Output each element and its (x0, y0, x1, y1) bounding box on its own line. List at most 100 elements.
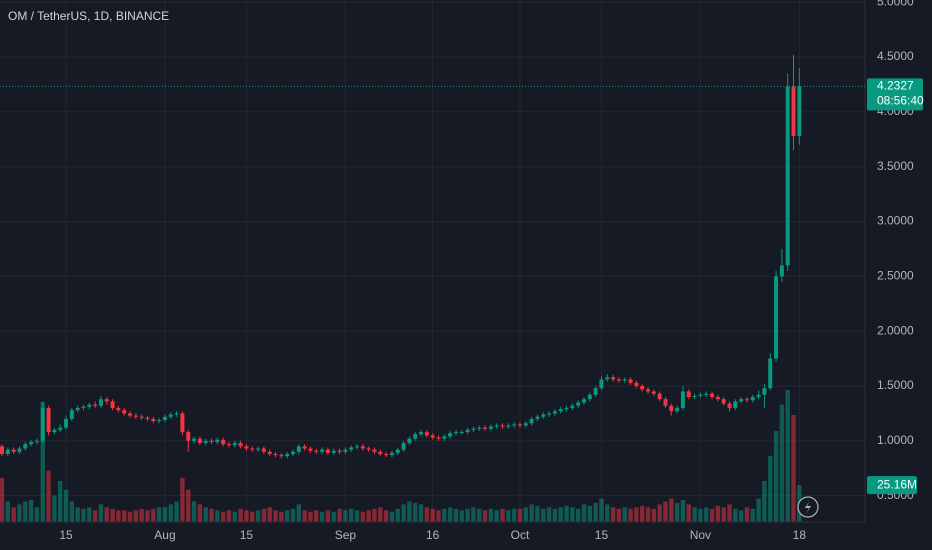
candle-body (727, 403, 732, 408)
candle-body (430, 435, 435, 438)
candle-body (663, 399, 668, 406)
candle-body (355, 446, 360, 448)
candle-body (599, 379, 604, 389)
volume-bar (302, 510, 307, 522)
volume-bar (418, 504, 424, 522)
x-tick-label: 15 (59, 528, 73, 542)
volume-bar (488, 508, 494, 522)
volume-bar (698, 508, 703, 522)
candle-body (512, 424, 517, 426)
volume-bar (704, 507, 709, 522)
candle-body (232, 443, 237, 446)
volume-bar (319, 511, 325, 522)
volume-bar (139, 508, 144, 522)
candle-body (558, 409, 563, 412)
candle-body (715, 396, 720, 400)
x-tick-label: Sep (335, 528, 357, 542)
volume-bar (628, 508, 633, 522)
candle-body (686, 391, 691, 397)
volume-bar (34, 507, 40, 522)
candle-body (646, 389, 651, 392)
volume-bar (506, 510, 511, 522)
volume-bar (680, 500, 686, 522)
candle-body (611, 377, 616, 380)
candle-body (785, 86, 790, 266)
candle-body (226, 444, 231, 446)
candle-body (337, 450, 342, 452)
volume-bar (593, 502, 598, 522)
volume-bar (401, 504, 406, 522)
candle-body (768, 358, 773, 389)
candle-body (797, 86, 802, 136)
x-tick-label: 15 (240, 528, 254, 542)
candle-body (774, 276, 779, 359)
volume-bar (581, 504, 587, 522)
volume-bar (250, 511, 255, 522)
candle-body (52, 429, 57, 433)
volume-bar (459, 510, 464, 522)
volume-bar (220, 511, 226, 522)
volume-bar (645, 507, 651, 522)
volume-bar (46, 470, 51, 522)
volume-bar (366, 510, 371, 522)
candle-body (180, 413, 185, 433)
volume-bar (116, 510, 121, 522)
candle-body (552, 411, 557, 414)
candle-body (419, 432, 424, 435)
volume-bar (133, 510, 139, 522)
volume-bar (738, 510, 744, 522)
price-label-box (867, 78, 923, 111)
candle-body (17, 448, 22, 452)
volume-bar (663, 501, 668, 522)
candle-body (93, 404, 98, 406)
volume-bar (395, 508, 400, 522)
x-tick-label: Aug (154, 528, 175, 542)
candle-body (517, 424, 522, 426)
candle-body (349, 447, 354, 450)
candle-body (471, 428, 476, 430)
volume-bar (273, 510, 278, 522)
volume-bar (0, 478, 5, 522)
candle-body (250, 448, 255, 450)
volume-bar (692, 507, 697, 522)
candle-body (285, 454, 290, 457)
y-tick-label: 4.5000 (877, 49, 914, 63)
candle-body (273, 454, 278, 456)
y-tick-label: 1.0000 (877, 433, 914, 447)
volume-bar (168, 504, 173, 522)
candle-body (483, 427, 488, 429)
candle-body (506, 425, 511, 427)
countdown-label: 08:56:40 (877, 94, 924, 108)
candle-body (576, 402, 581, 406)
volume-bar (575, 508, 581, 522)
volume-bar (314, 510, 319, 522)
volume-bar (174, 501, 179, 522)
candle-body (110, 401, 115, 408)
candle-body (34, 440, 39, 442)
volume-bar (529, 504, 534, 522)
volume-label-box (867, 476, 917, 495)
candle-body (98, 399, 103, 406)
candle-body (733, 401, 738, 408)
candle-body (203, 440, 208, 444)
volume-bar (75, 507, 80, 522)
volume-bar (727, 504, 732, 522)
volume-bar (453, 508, 459, 522)
volume-bar (238, 508, 243, 522)
replay-icon[interactable] (797, 496, 819, 518)
volume-bar (261, 508, 267, 522)
candle-body (256, 448, 261, 450)
volume-bar (785, 390, 790, 522)
candle-body (698, 394, 703, 396)
candle-body (442, 436, 447, 439)
volume-bar (284, 510, 290, 522)
volume-bar (482, 510, 488, 522)
candle-body (564, 407, 569, 410)
candle-body (721, 399, 726, 404)
volume-bar (605, 504, 610, 522)
volume-bar (40, 401, 45, 522)
candle-body (640, 386, 645, 390)
volume-bar (541, 508, 546, 522)
volume-bar (686, 504, 691, 522)
volume-bar (81, 508, 86, 522)
